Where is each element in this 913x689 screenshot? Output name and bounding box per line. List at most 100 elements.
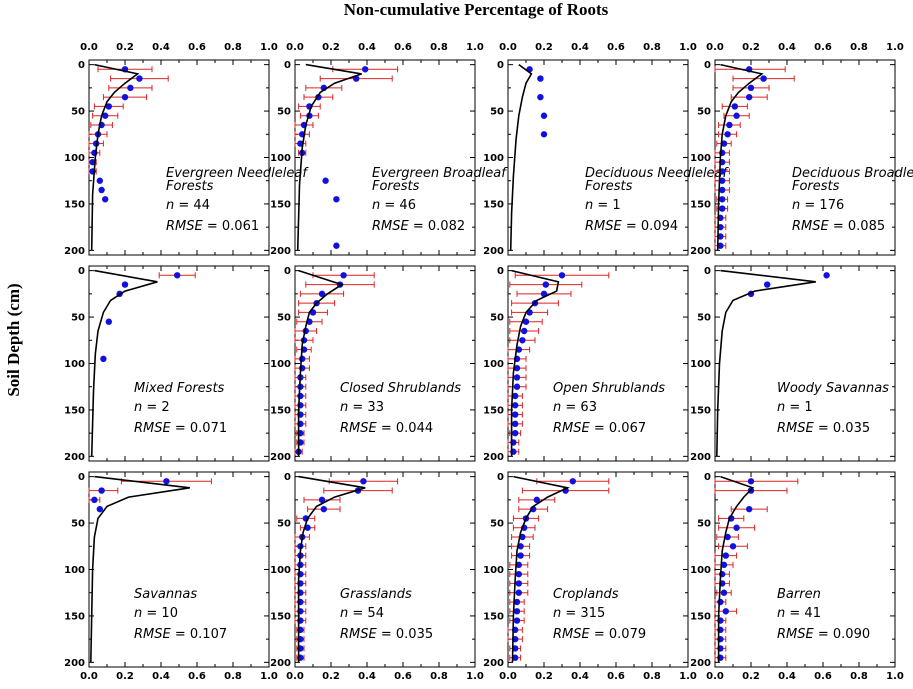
x-tick-label: 1.0 (886, 671, 904, 682)
n-equals: = (142, 606, 161, 621)
y-tick-label: 100 (270, 565, 291, 576)
data-point (515, 580, 522, 587)
x-tick-label: 0.2 (535, 671, 553, 682)
y-tick-label: 50 (490, 313, 504, 324)
sample-size: n = 2 (134, 400, 170, 415)
n-value: 1 (804, 400, 812, 415)
rmse-symbol: RMSE (340, 627, 378, 642)
n-value: 2 (161, 400, 169, 415)
panel: 0.0 0.2 0.4 0.6 0.8 1.0 0 50 100 150 200 Grasslands… (270, 471, 484, 682)
n-value: 44 (193, 198, 210, 213)
rmse-equals: = (814, 421, 833, 436)
n-equals: = (800, 198, 819, 213)
data-point (512, 654, 519, 661)
n-equals: = (785, 606, 804, 621)
data-point (297, 392, 304, 400)
x-tick-label: 0.2 (322, 671, 340, 682)
y-tick-label: 100 (483, 565, 504, 576)
rmse-symbol: RMSE (553, 421, 591, 436)
n-value: 46 (399, 198, 416, 213)
y-tick-label: 200 (690, 246, 711, 257)
data-point (719, 186, 726, 194)
data-point (719, 205, 726, 212)
data-point (746, 93, 753, 101)
y-tick-label: 0 (704, 60, 711, 71)
rmse-symbol: RMSE (340, 421, 378, 436)
n-equals: = (785, 400, 804, 415)
sample-size: n = 33 (340, 400, 384, 415)
rmse-symbol: RMSE (585, 219, 623, 234)
rmse-value: 0.061 (222, 219, 259, 234)
biome-name-line2: Forests (792, 179, 840, 194)
data-point (519, 337, 526, 344)
data-point (747, 478, 755, 485)
data-point (333, 196, 340, 203)
n-symbol: n (777, 400, 785, 415)
sample-size: n = 176 (792, 198, 844, 213)
n-symbol: n (134, 400, 142, 415)
rmse-equals: = (814, 627, 833, 642)
sample-size: n = 63 (553, 400, 597, 415)
y-tick-label: 150 (64, 405, 85, 416)
n-symbol: n (340, 400, 348, 415)
x-tick-label: 0.6 (814, 42, 832, 53)
y-tick-label: 200 (690, 658, 711, 669)
y-tick-label: 150 (690, 199, 711, 210)
n-equals: = (561, 400, 580, 415)
data-point (102, 112, 109, 119)
x-tick-label: 0.8 (850, 671, 868, 682)
y-tick-label: 200 (270, 658, 291, 669)
x-tick-label: 0.0 (80, 42, 98, 53)
y-tick-label: 200 (483, 658, 504, 669)
data-point (322, 177, 329, 184)
data-point (105, 103, 113, 110)
x-tick-label: 0.8 (430, 42, 448, 53)
biome-name: Barren (777, 587, 821, 602)
x-tick-label: 0.2 (116, 42, 134, 53)
rmse-symbol: RMSE (792, 219, 830, 234)
x-tick-label: 0.8 (850, 42, 868, 53)
rmse-symbol: RMSE (372, 219, 410, 234)
biome-name-line2: Forests (585, 179, 633, 194)
y-tick-label: 50 (697, 107, 711, 118)
y-tick-label: 0 (704, 266, 711, 277)
y-tick-label: 150 (64, 611, 85, 622)
data-point (512, 392, 519, 400)
biome-name: Open Shrublands (553, 381, 665, 396)
y-tick-label: 100 (483, 153, 504, 164)
y-tick-label: 200 (64, 658, 85, 669)
data-point (719, 196, 726, 203)
y-tick-label: 0 (284, 60, 291, 71)
n-value: 63 (580, 400, 597, 415)
n-symbol: n (777, 606, 785, 621)
data-point (98, 487, 105, 494)
data-point (96, 505, 104, 513)
data-point (163, 478, 170, 485)
biome-name: Closed Shrublands (340, 381, 461, 396)
sample-size: n = 1 (777, 400, 813, 415)
x-tick-label: 0.6 (607, 671, 625, 682)
y-tick-label: 50 (71, 313, 85, 324)
model-curve (297, 269, 344, 457)
data-point (318, 496, 326, 504)
x-tick-label: 0.6 (188, 42, 206, 53)
data-point (522, 318, 530, 325)
model-curve (511, 475, 570, 663)
y-tick-label: 0 (497, 266, 504, 277)
rmse-value: 0.044 (396, 421, 433, 436)
sample-size: n = 1 (585, 198, 621, 213)
rmse-value: 0.079 (609, 627, 646, 642)
x-tick-label: 0.6 (394, 42, 412, 53)
y-tick-label: 0 (78, 472, 85, 483)
n-value: 1 (612, 198, 620, 213)
panel: 0.0 0.2 0.4 0.6 0.8 1.0 0 50 100 150 200 Croplands n… (483, 471, 697, 682)
rmse-value: 0.107 (190, 627, 227, 642)
n-value: 315 (580, 606, 605, 621)
n-symbol: n (134, 606, 142, 621)
data-point (513, 364, 521, 372)
rmse-symbol: RMSE (134, 627, 172, 642)
n-equals: = (380, 198, 399, 213)
y-tick-label: 50 (277, 519, 291, 530)
data-point (746, 505, 753, 513)
rmse-label: RMSE = 0.085 (792, 219, 885, 234)
